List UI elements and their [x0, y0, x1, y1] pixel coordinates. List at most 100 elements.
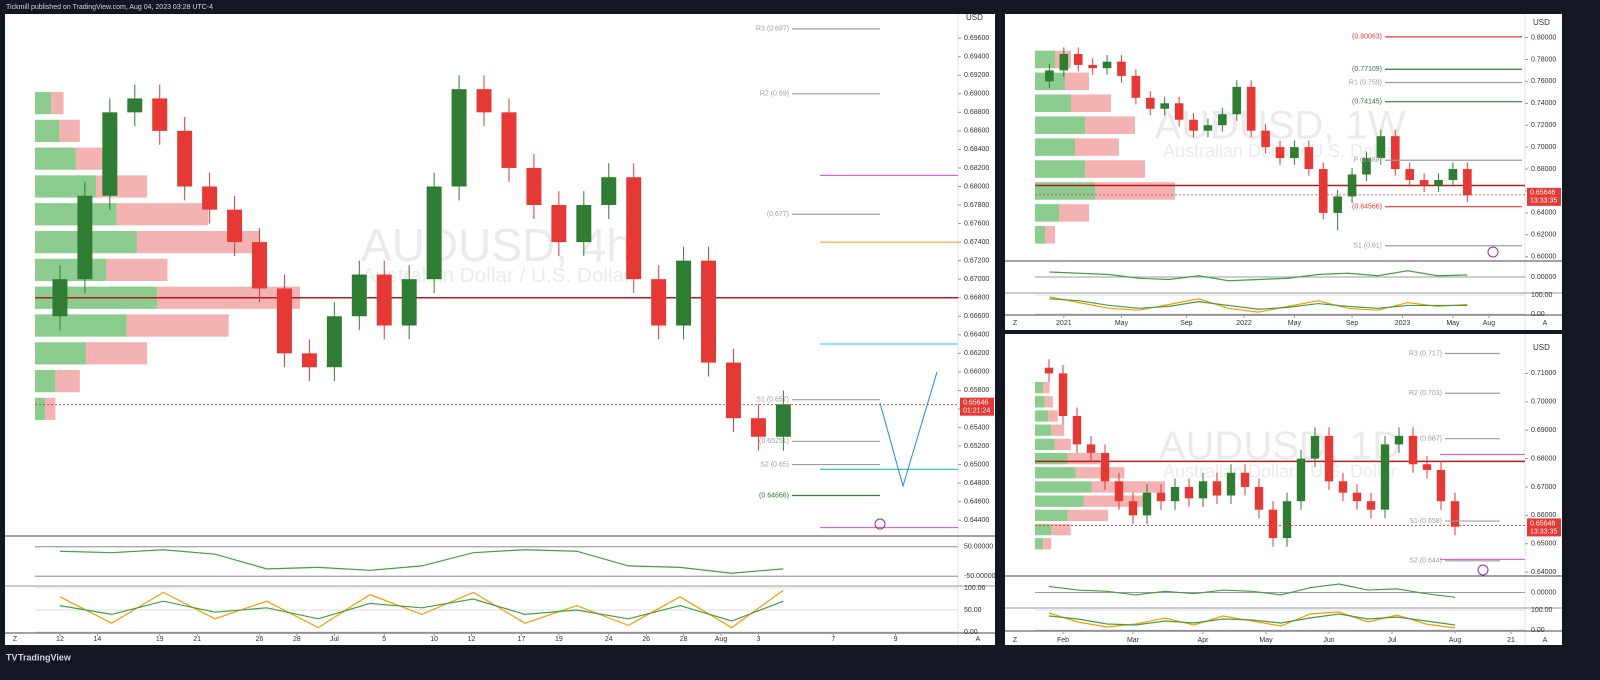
watermark-description: Australian Dollar / U.S. Dollar — [1163, 461, 1397, 481]
scale-button[interactable]: Z — [1013, 637, 1018, 644]
candle-body — [1189, 119, 1198, 131]
profile-up — [35, 175, 97, 198]
candle-body — [676, 260, 692, 326]
profile-up — [1035, 94, 1071, 113]
candle-body — [1362, 158, 1371, 175]
x-tick-label: Mar — [1127, 637, 1140, 644]
profile-up — [35, 342, 86, 365]
y-tick-label: 0.67000 — [1531, 484, 1556, 491]
stoch-tick-label: 0.00 — [1531, 311, 1545, 318]
candle-body — [1218, 114, 1227, 126]
candle-body — [1268, 509, 1278, 539]
scale-button[interactable]: A — [976, 636, 981, 643]
candle-body — [1408, 435, 1418, 465]
candle-body — [1436, 469, 1446, 502]
candle-body — [351, 274, 367, 317]
profile-down — [75, 147, 107, 170]
candle-body — [1296, 458, 1306, 502]
candle-body — [1102, 61, 1112, 69]
candle-body — [1380, 444, 1390, 510]
candle-body — [252, 242, 267, 289]
y-tick-label: 0.69600 — [964, 35, 989, 42]
candle-body — [301, 353, 317, 368]
currency-label: USD — [1533, 18, 1550, 27]
y-tick-label: 0.69400 — [964, 54, 989, 61]
candle-body — [276, 288, 292, 354]
x-tick-label: 12 — [468, 636, 476, 643]
publish-header: Tickmill published on TradingView.com, A… — [6, 4, 213, 11]
x-tick-label: Jul — [330, 636, 339, 643]
profile-down — [1085, 160, 1145, 178]
pivot-label: (0.64566) — [1352, 204, 1382, 211]
y-tick-label: 0.69000 — [1531, 427, 1556, 434]
candle-body — [1338, 481, 1348, 493]
scale-button[interactable]: Z — [1013, 320, 1018, 327]
pivot-label: R3 (0.717) — [1409, 350, 1442, 357]
candle-body — [1145, 97, 1155, 109]
profile-down — [51, 91, 64, 115]
last-price-label: 0.65646 — [963, 400, 988, 407]
footer-logo[interactable]: TradingView — [18, 652, 72, 662]
x-tick-label: 21 — [1507, 637, 1515, 644]
y-tick-label: 0.62000 — [1531, 232, 1556, 239]
candle-body — [601, 177, 617, 206]
x-tick-label: 26 — [256, 636, 264, 643]
y-tick-label: 0.64400 — [964, 517, 989, 524]
x-tick-label: Jun — [1323, 637, 1334, 644]
scale-button[interactable]: Z — [13, 636, 18, 643]
pivot-label: R2 (0.703) — [1409, 390, 1442, 397]
candle-body — [1088, 64, 1097, 69]
osc-tick-label: 0.00000 — [1531, 274, 1556, 281]
candle-body — [376, 274, 392, 326]
candle-body — [1376, 136, 1386, 159]
oscillator-line — [1049, 270, 1468, 282]
stoch-tick-label: 100.00 — [1531, 607, 1553, 614]
candle-body — [1394, 435, 1404, 445]
candle-body — [127, 98, 143, 113]
profile-up — [1035, 481, 1092, 493]
y-tick-label: 0.68200 — [964, 165, 989, 172]
y-tick-label: 0.72000 — [1531, 122, 1556, 129]
y-tick-label: 0.65800 — [964, 387, 989, 394]
profile-down — [106, 258, 168, 282]
candle-body — [1170, 486, 1180, 502]
candle-body — [1304, 147, 1314, 170]
candle-body — [1232, 86, 1242, 115]
pivot-label: P (0.688) — [1353, 157, 1382, 164]
candle-body — [775, 404, 791, 437]
candle-body — [1254, 486, 1264, 510]
x-tick-label: Aug — [1449, 637, 1462, 644]
candle-body — [501, 112, 517, 168]
y-tick-label: 0.68000 — [1531, 166, 1556, 173]
profile-down — [1048, 410, 1058, 422]
pivot-label: (0.65251) — [759, 438, 789, 445]
profile-up — [35, 147, 76, 170]
profile-down — [1051, 424, 1065, 436]
scale-button[interactable]: A — [1543, 637, 1548, 644]
pivot-label: S1 (0.61) — [1353, 243, 1382, 250]
candle-body — [227, 209, 243, 243]
candle-body — [476, 89, 492, 113]
x-tick-label: 12 — [56, 636, 64, 643]
y-tick-label: 0.78000 — [1531, 56, 1556, 63]
profile-up — [1035, 182, 1095, 200]
profile-up — [1035, 396, 1045, 408]
candle-body — [1086, 444, 1096, 453]
profile-down — [1067, 509, 1109, 522]
profile-up — [35, 370, 56, 393]
candle-body — [1261, 130, 1270, 148]
y-tick-label: 0.76000 — [1531, 78, 1556, 85]
x-tick-label: Apr — [1198, 637, 1210, 644]
profile-down — [1043, 381, 1050, 394]
profile-down — [1043, 538, 1052, 550]
candle-body — [1044, 367, 1054, 374]
profile-up — [1035, 495, 1084, 507]
scale-button[interactable]: A — [1543, 320, 1548, 327]
stoch-tick-label: 0.00 — [964, 629, 978, 636]
candle-body — [1318, 169, 1328, 213]
y-tick-label: 0.70000 — [1531, 144, 1556, 151]
profile-up — [1035, 467, 1076, 479]
candle-body — [52, 279, 68, 317]
